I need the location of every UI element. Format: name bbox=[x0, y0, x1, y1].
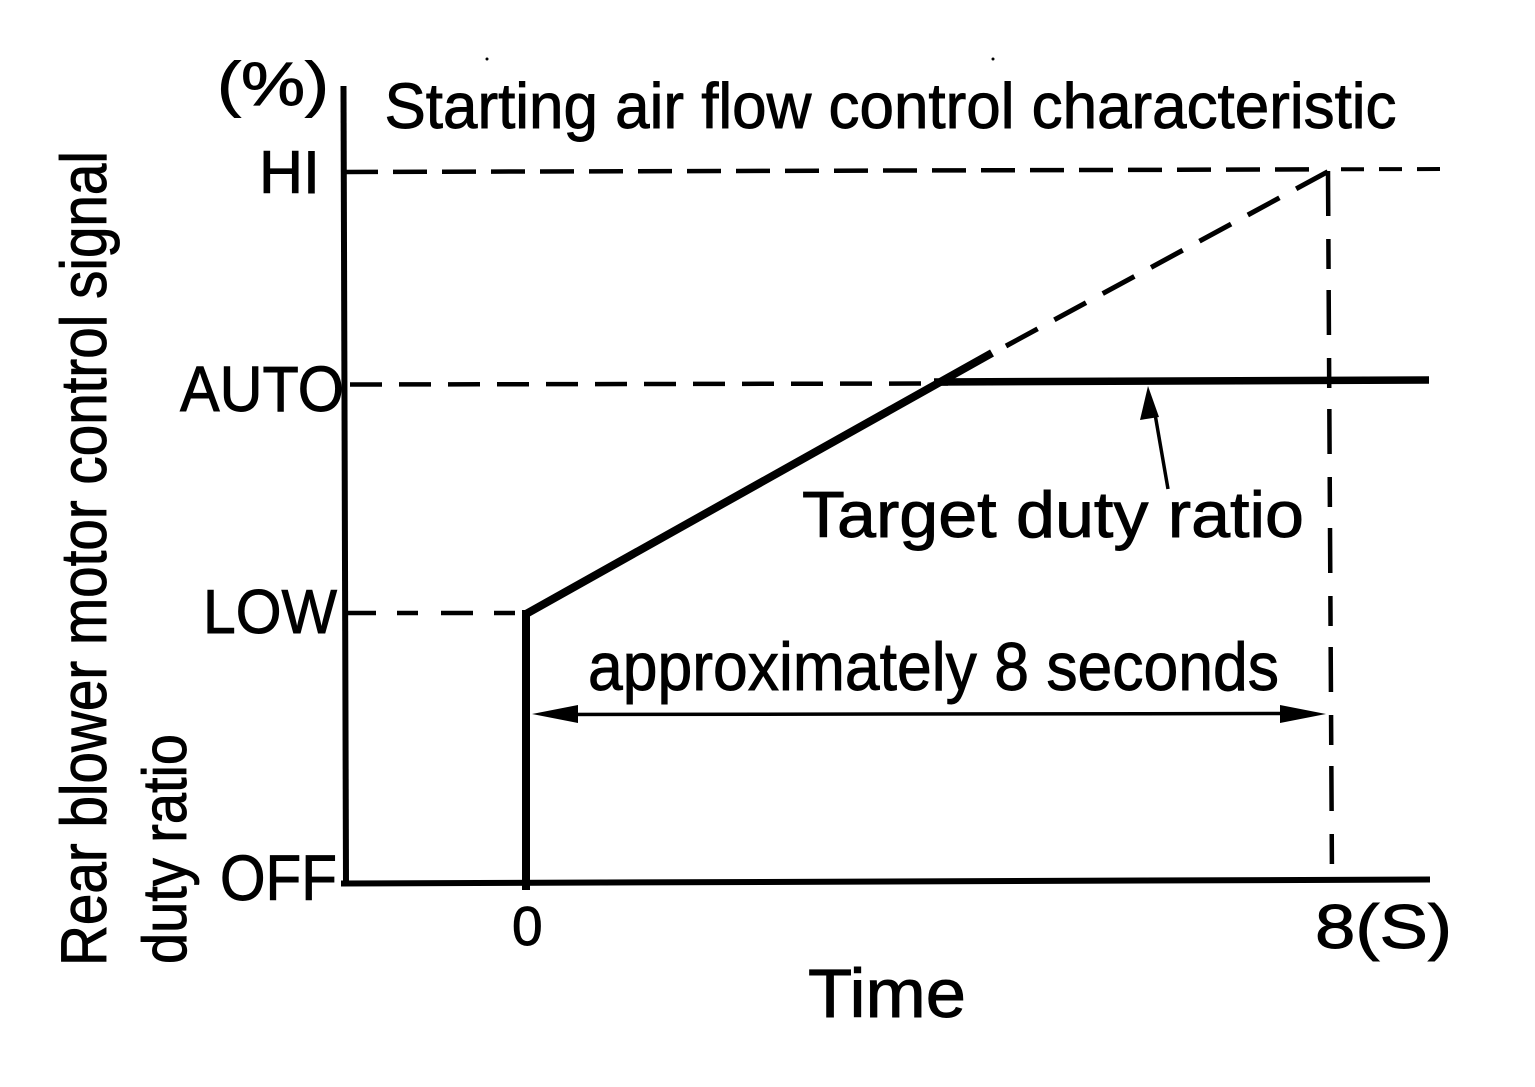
svg-text:OFF: OFF bbox=[220, 842, 337, 914]
svg-text:Target duty ratio: Target duty ratio bbox=[802, 478, 1304, 551]
svg-text:LOW: LOW bbox=[203, 578, 337, 647]
svg-text:0: 0 bbox=[512, 895, 543, 957]
svg-text:duty ratio: duty ratio bbox=[131, 734, 200, 964]
svg-text:Starting air flow control char: Starting air flow control characteristic bbox=[385, 70, 1397, 142]
svg-text:(%): (%) bbox=[217, 50, 329, 118]
svg-text:Time: Time bbox=[808, 955, 966, 1032]
svg-text:8(S): 8(S) bbox=[1315, 893, 1452, 962]
svg-text:approximately 8 seconds: approximately 8 seconds bbox=[588, 629, 1279, 705]
svg-text:HI: HI bbox=[259, 139, 320, 206]
svg-text:Rear blower motor control sign: Rear blower motor control signal bbox=[47, 151, 120, 966]
svg-text:AUTO: AUTO bbox=[180, 353, 344, 425]
